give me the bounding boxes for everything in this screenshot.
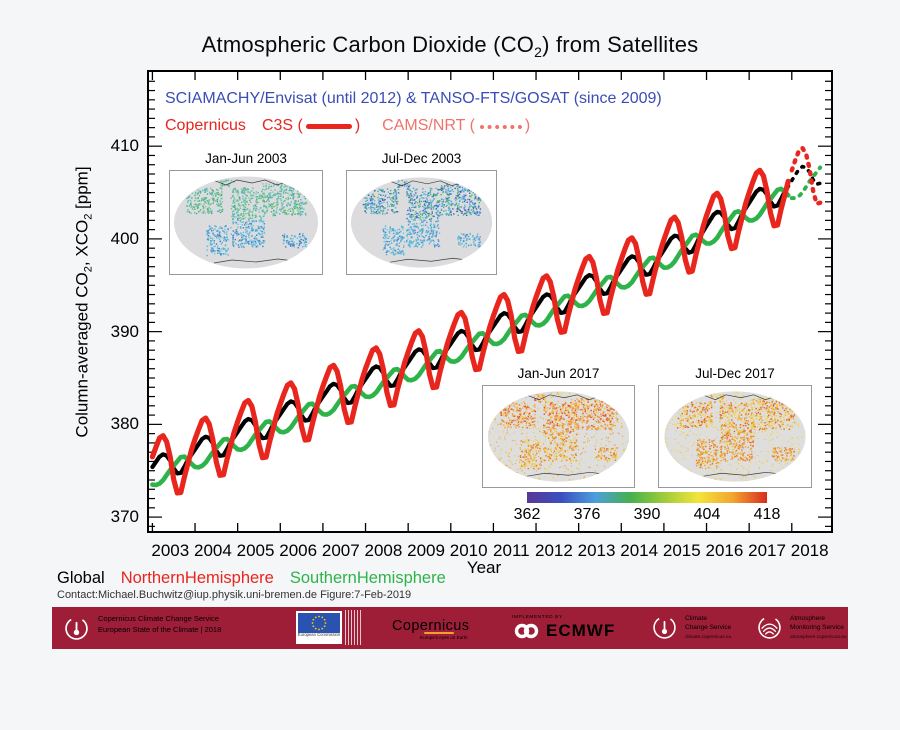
x-tick-label: 2016 [705, 541, 744, 560]
legend-northern-hemisphere: NorthernHemisphere [120, 569, 274, 587]
y-label-part: [ppm] [72, 166, 92, 214]
ams-line2: Monitoring Service [790, 623, 844, 631]
cams-nrt-label: CAMS/NRT ( [382, 117, 475, 134]
series-global-dotted [790, 164, 822, 187]
ccs-line1: Climate [685, 615, 708, 623]
x-tick-label: 2004 [194, 541, 232, 560]
copernicus-logo: Copernicus [392, 618, 470, 634]
copernicus-label: Copernicus [165, 117, 246, 134]
products-legend: Copernicus C3S ( ) CAMS/NRT ( ) [165, 117, 530, 135]
x-tick-label: 2015 [662, 541, 701, 560]
copernicus-tagline: Europe's eyes on Earth [420, 635, 468, 640]
eu-label-1: European [297, 632, 316, 637]
ams-line1: Atmosphere [790, 615, 826, 623]
title-suffix: ) from Satellites [542, 32, 699, 57]
inset-title-jul-dec-2003: Jul-Dec 2003 [381, 151, 462, 166]
title-subscript: 2 [534, 44, 543, 60]
page-title: Atmospheric Carbon Dioxide (CO2) from Sa… [0, 32, 900, 60]
x-tick-label: 2012 [535, 541, 573, 560]
ams-logo: Atmosphere Monitoring Service atmosphere.… [757, 615, 847, 640]
ccs-line2: Change Service [685, 623, 732, 631]
world-map-jan-jun-2003 [169, 170, 323, 275]
x-tick-label: 2017 [748, 541, 786, 560]
x-tick-label: 2009 [407, 541, 445, 560]
cams-dotted-line-marker [479, 125, 522, 129]
eu-flag-logo: European Commission [296, 611, 342, 644]
world-map-svg [174, 176, 318, 269]
world-map-jan-jun-2017 [482, 385, 635, 488]
footer-banner [52, 607, 848, 649]
colorbar-tick: 390 [633, 506, 661, 523]
world-map-jul-dec-2003 [346, 170, 497, 275]
x-tick-label: 2018 [790, 541, 829, 560]
x-tick-label: 2005 [236, 541, 275, 560]
y-label-part: Column-averaged CO [72, 272, 92, 438]
atmosphere-circle-icon [758, 616, 781, 639]
x-tick-label: 2007 [321, 541, 360, 560]
colorbar-tick: 362 [513, 506, 541, 523]
c3s-solid-line-marker [305, 123, 352, 129]
y-tick-label: 370 [110, 507, 139, 527]
y-label-part: , XCO [72, 219, 92, 267]
x-tick-label: 2014 [620, 541, 659, 560]
xco2-colorbar [527, 492, 767, 503]
x-tick-label: 2003 [151, 541, 190, 560]
inset-title-jul-dec-2017: Jul-Dec 2017 [695, 366, 775, 381]
x-tick-label: 2006 [279, 541, 318, 560]
x-tick-label: 2008 [364, 541, 403, 560]
ecmwf-rings-icon [514, 623, 539, 639]
y-label-sub: 2 [82, 213, 95, 220]
thermometer-circle-icon [65, 617, 88, 640]
contact-line: Contact:Michael.Buchwitz@iup.physik.uni-… [57, 589, 412, 601]
c3s-logo [64, 616, 89, 646]
title-prefix: Atmospheric Carbon Dioxide (CO [201, 32, 535, 57]
implemented-by-label: IMPLEMENTED BY [512, 615, 563, 620]
series-northernhemisphere-dotted [789, 144, 823, 207]
colorbar-tick: 404 [693, 506, 721, 523]
eu-flag-label: European Commission [296, 632, 342, 638]
ecmwf-logo: ECMWF [512, 621, 615, 641]
legend-southern-hemisphere: SouthernHemisphere [289, 569, 446, 587]
ecmwf-label: ECMWF [546, 621, 616, 640]
eu-flag-icon [298, 613, 340, 633]
x-tick-label: 2013 [577, 541, 616, 560]
world-map-svg [350, 177, 493, 268]
footer-c3s-line1: Copernicus Climate Change Service [98, 614, 219, 623]
ams-url: atmosphere.copernicus.eu [790, 634, 847, 640]
y-tick-label: 380 [110, 414, 139, 434]
flag-fan-decoration [345, 610, 361, 645]
c3s-label: C3S ( [261, 117, 303, 134]
cams-label-close: ) [524, 117, 531, 134]
thermometer-circle-icon [653, 616, 676, 639]
ccs-url: climate.copernicus.eu [685, 634, 732, 640]
colorbar-tick: 418 [753, 506, 781, 523]
footer-c3s-text: Copernicus Climate Change Service Europe… [98, 614, 221, 636]
plot-svg [149, 72, 831, 531]
y-tick-label: 410 [110, 136, 139, 156]
world-map-svg [664, 391, 806, 482]
inset-title-jan-jun-2003: Jan-Jun 2003 [205, 151, 287, 166]
y-axis-label: Column-averaged CO2, XCO2 [ppm] [72, 71, 95, 534]
x-tick-label: 2011 [493, 541, 530, 560]
series-northernhemisphere-solid [149, 167, 791, 496]
footer-c3s-line2: European State of the Climate | 2018 [98, 624, 222, 634]
legend-global: Global [57, 569, 105, 587]
series-legend: Global NorthernHemisphere SouthernHemisp… [57, 569, 446, 588]
eu-label-2: Commission [317, 632, 341, 637]
colorbar-tick: 376 [573, 506, 601, 523]
y-tick-label: 400 [110, 228, 139, 248]
series-southernhemisphere-dotted [789, 165, 823, 201]
inset-title-jan-jun-2017: Jan-Jun 2017 [517, 366, 600, 381]
c3s-label-close: ) [354, 117, 361, 134]
world-map-svg [487, 391, 630, 482]
instruments-legend: SCIAMACHY/Envisat (until 2012) & TANSO-F… [165, 90, 662, 107]
world-map-jul-dec-2017 [658, 385, 812, 488]
ccs-logo: Climate Change Service climate.copernicus… [652, 615, 731, 640]
copernicus-swoosh-icon [424, 632, 454, 634]
y-label-sub: 2 [82, 266, 95, 273]
x-axis-label: Year [466, 558, 502, 577]
y-tick-label: 390 [110, 321, 139, 341]
x-tick-label: 2010 [449, 541, 488, 560]
